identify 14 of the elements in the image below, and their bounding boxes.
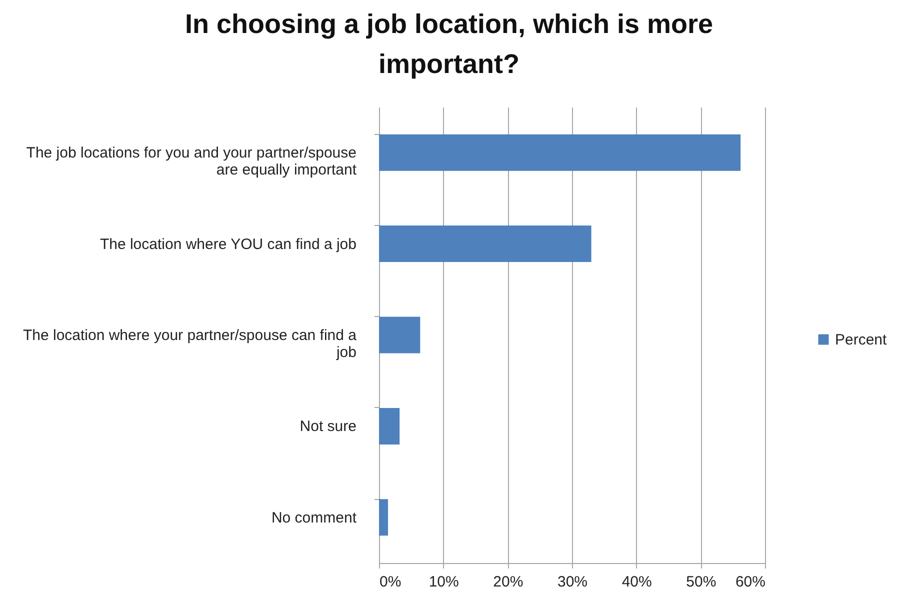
y-tick-label: The location where YOU can find a job xyxy=(100,236,356,253)
y-tick-label: Not sure xyxy=(300,418,356,436)
x-tick-label: 0% xyxy=(380,574,402,590)
legend-label: Percent xyxy=(835,332,888,348)
y-tick-label: The job locations for you and your partner/spouse are equally important xyxy=(26,144,358,179)
chart-title: In choosing a job location, which is more important? xyxy=(184,9,714,79)
x-tick-label: 20% xyxy=(493,574,524,590)
y-tick-label: No comment xyxy=(271,509,358,526)
y-tick-label: The location where your partner/spouse can find a job xyxy=(22,327,358,361)
x-tick-label: 10% xyxy=(428,574,459,590)
x-tick-label: 40% xyxy=(622,574,652,590)
x-tick-label: 50% xyxy=(686,574,716,590)
x-tick-label: 30% xyxy=(557,574,588,590)
x-tick-label: 60% xyxy=(735,574,766,590)
